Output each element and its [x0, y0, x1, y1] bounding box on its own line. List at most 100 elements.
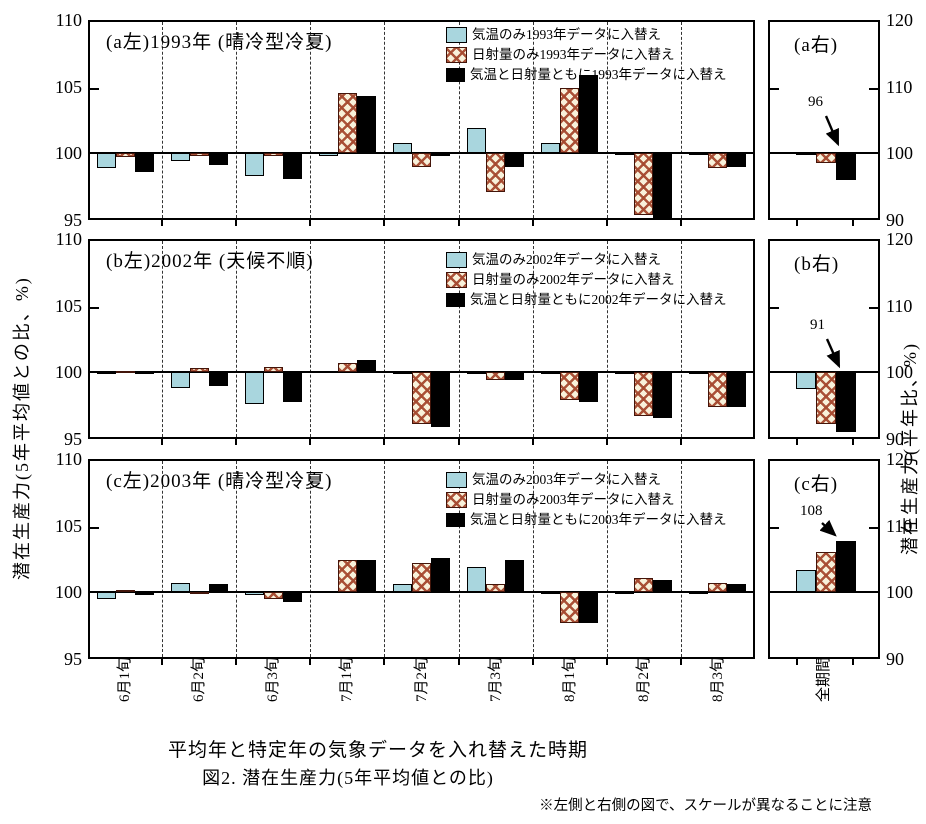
- temp-only-swatch-icon: [446, 472, 467, 488]
- bar-temp-and-radiation: [505, 372, 525, 381]
- dashed-gridline: [458, 461, 460, 657]
- dashed-gridline: [532, 241, 534, 437]
- bar-radiation-only: [560, 372, 580, 401]
- y-tick-label-left: 100: [55, 143, 82, 164]
- bar-temp-only: [318, 591, 338, 593]
- bar-temp-and-radiation: [134, 153, 154, 172]
- bar-temp-only: [170, 153, 190, 162]
- x-tick-label: 8月2旬: [635, 657, 652, 703]
- bottom-tick: [605, 220, 608, 226]
- y-tick-label-left: 100: [55, 362, 82, 383]
- bar-temp-and-radiation: [134, 592, 154, 595]
- bar-radiation-only: [634, 153, 654, 215]
- x-tick-label: 7月2旬: [413, 657, 430, 703]
- bar-temp-and-radiation: [208, 584, 228, 593]
- panel-a-right: (a右) 96: [768, 20, 880, 220]
- bottom-tick: [383, 659, 386, 665]
- dashed-gridline: [606, 241, 608, 437]
- bar-temp-only: [96, 153, 116, 168]
- y-tick-label-right: 120: [886, 10, 913, 30]
- x-tick-label: 6月1旬: [117, 657, 134, 703]
- legend-label: 日射量のみ1993年データに入替え: [472, 47, 675, 62]
- y-tick-label-left: 105: [55, 515, 82, 536]
- panel-c-right: (c右) 108: [768, 459, 880, 659]
- y-tick-label-left: 100: [55, 582, 82, 603]
- bottom-tick: [309, 220, 312, 226]
- dashed-gridline: [606, 22, 608, 218]
- bar-temp-and-radiation: [835, 541, 856, 593]
- temp-only-swatch-icon: [446, 27, 467, 43]
- bar-radiation-only: [708, 153, 728, 168]
- bottom-tick: [796, 659, 798, 665]
- bar-temp-only: [318, 371, 338, 373]
- bar-temp-and-radiation: [431, 557, 451, 593]
- panel-c-right-title: (c右): [794, 474, 839, 495]
- temp-and-radiation-swatch-icon: [446, 513, 465, 527]
- legend-label: 気温のみ2003年データに入替え: [472, 472, 661, 487]
- bar-temp-and-radiation: [208, 153, 228, 166]
- inner-tick-105: [90, 306, 99, 309]
- bar-radiation-only: [815, 552, 836, 593]
- bar-radiation-only: [115, 589, 135, 593]
- legend-label: 気温と日射量ともに2002年データに入替え: [470, 292, 727, 307]
- bar-temp-only: [467, 372, 487, 375]
- y-tick-label-right: 110: [886, 76, 913, 97]
- bar-radiation-only: [189, 153, 209, 156]
- y-tick-label-left: 105: [55, 76, 82, 97]
- x-tick-label: 8月3旬: [709, 657, 726, 703]
- bar-radiation-only: [560, 88, 580, 154]
- panel-b-right-title: (b右): [794, 254, 840, 275]
- y-tick-label-right: 100: [886, 362, 913, 383]
- radiation-only-swatch-icon: [446, 272, 467, 288]
- legend-label: 気温のみ2002年データに入替え: [472, 252, 661, 267]
- temp-and-radiation-swatch-icon: [446, 293, 465, 307]
- x-tick-label: 7月3旬: [487, 657, 504, 703]
- dashed-gridline: [458, 241, 460, 437]
- bar-temp-only: [244, 592, 264, 595]
- dashed-gridline: [310, 241, 312, 437]
- bar-temp-only: [795, 153, 816, 156]
- bar-temp-only: [96, 372, 116, 375]
- x-tick-label: 8月1旬: [561, 657, 578, 703]
- bar-radiation-only: [708, 583, 728, 593]
- panel-b-right: (b右) 91: [768, 239, 880, 439]
- bar-temp-and-radiation: [835, 153, 856, 180]
- bottom-tick: [383, 220, 386, 226]
- bar-temp-and-radiation: [579, 592, 599, 623]
- y-tick-label-left: 110: [55, 449, 82, 469]
- bottom-tick: [852, 439, 854, 445]
- bar-temp-and-radiation: [208, 372, 228, 386]
- dashed-gridline: [384, 461, 386, 657]
- annotation-108: 108: [800, 503, 823, 519]
- bottom-tick: [796, 220, 798, 226]
- y-tick-label-right: 90: [886, 210, 904, 230]
- bottom-tick: [531, 659, 534, 665]
- bottom-tick: [457, 439, 460, 445]
- x-tick-label: 6月3旬: [265, 657, 282, 703]
- baseline-100: [90, 591, 753, 594]
- legend-label: 日射量のみ2003年データに入替え: [472, 492, 675, 507]
- y-tick-label-left: 105: [55, 295, 82, 316]
- bar-temp-and-radiation: [727, 153, 747, 167]
- y-tick-label-right: 90: [886, 649, 904, 669]
- bar-radiation-only: [412, 372, 432, 425]
- bar-temp-only: [615, 592, 635, 595]
- dashed-gridline: [532, 461, 534, 657]
- y-tick-label-left: 95: [64, 429, 82, 449]
- radiation-only-swatch-icon: [446, 492, 467, 508]
- bottom-tick: [457, 659, 460, 665]
- bar-radiation-only: [486, 584, 506, 593]
- dashed-gridline: [384, 241, 386, 437]
- panel-a-legend: 気温のみ1993年データに入替え 日射量のみ1993年データに入替え 気温と日射…: [446, 25, 727, 85]
- panel-c-left-plot: [90, 461, 753, 657]
- dashed-gridline: [162, 22, 164, 218]
- bottom-tick: [235, 659, 238, 665]
- inner-tick-110: [869, 306, 878, 309]
- bottom-tick: [309, 659, 312, 665]
- bottom-tick: [605, 439, 608, 445]
- bar-temp-and-radiation: [431, 372, 451, 427]
- bar-radiation-only: [708, 372, 728, 407]
- bottom-tick: [531, 220, 534, 226]
- bar-radiation-only: [486, 153, 506, 192]
